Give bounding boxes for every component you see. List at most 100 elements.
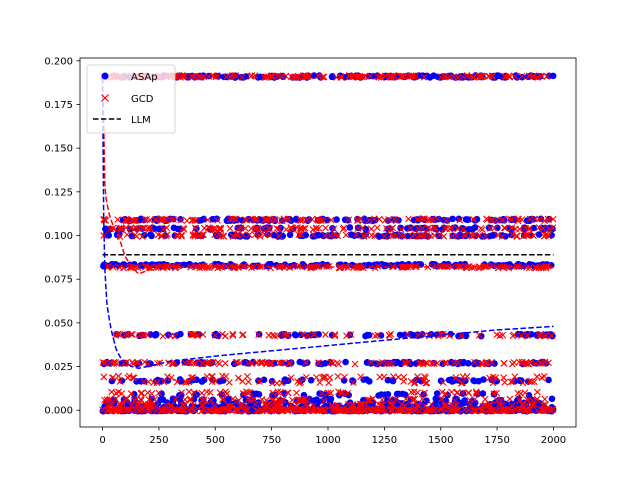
gcd-point — [466, 396, 474, 404]
gcd-point — [189, 232, 197, 239]
gcd-point — [269, 379, 276, 387]
gcd-point — [310, 402, 317, 410]
gcd-point — [433, 215, 441, 223]
gcd-point — [454, 225, 461, 233]
gcd-point — [343, 332, 350, 340]
gcd-point — [302, 373, 310, 381]
gcd-point — [101, 359, 109, 367]
gcd-point — [353, 231, 360, 239]
asap-point — [470, 377, 477, 384]
gcd-point — [421, 402, 429, 410]
gcd-point — [132, 263, 139, 271]
gcd-point — [449, 232, 457, 240]
x-tick-label: 1500 — [428, 435, 453, 446]
gcd-point — [465, 262, 473, 270]
asap-point — [417, 261, 425, 268]
gcd-point — [482, 359, 490, 366]
gcd-point — [285, 215, 292, 223]
gcd-point — [397, 226, 405, 233]
gcd-point — [275, 232, 283, 240]
gcd-point — [524, 360, 532, 368]
gcd-point — [446, 73, 453, 81]
x-tick-label: 1000 — [315, 435, 340, 446]
gcd-point — [402, 395, 410, 403]
gcd-point — [514, 217, 522, 225]
gcd-point — [146, 224, 154, 232]
gcd-point — [208, 378, 216, 386]
gcd-point — [485, 72, 492, 80]
gcd-point — [234, 225, 242, 233]
gcd-point — [388, 407, 396, 415]
gcd-point — [518, 72, 526, 80]
gcd-point — [481, 401, 489, 409]
gcd-point — [317, 406, 324, 414]
gcd-point — [116, 400, 123, 408]
gcd-point — [339, 389, 346, 397]
gcd-point — [131, 231, 139, 239]
gcd-point — [430, 232, 438, 239]
gcd-point — [323, 263, 331, 270]
gcd-point — [478, 73, 486, 80]
gcd-point — [223, 73, 230, 81]
gcd-point — [120, 264, 127, 272]
asap-point — [413, 224, 421, 232]
asap-point — [310, 232, 317, 240]
gcd-point — [295, 231, 303, 239]
gcd-point — [267, 264, 275, 272]
gcd-point — [180, 224, 187, 232]
gcd-point — [392, 396, 400, 403]
gcd-point — [505, 215, 513, 223]
gcd-point — [304, 73, 312, 81]
asap-point — [459, 359, 467, 367]
gcd-point — [387, 231, 395, 239]
gcd-point — [127, 402, 135, 410]
gcd-point — [539, 360, 546, 367]
gcd-point — [158, 215, 166, 223]
asap-point — [525, 392, 533, 399]
gcd-point — [138, 389, 145, 397]
gcd-point — [361, 72, 369, 80]
gcd-point — [448, 224, 455, 232]
gcd-point — [197, 73, 205, 81]
gcd-point — [191, 231, 199, 238]
gcd-point — [505, 264, 513, 272]
gcd-point — [122, 215, 130, 223]
gcd-point — [271, 332, 279, 340]
legend-box — [86, 64, 176, 134]
gcd-point — [397, 232, 405, 240]
legend-label-asap: ASAp — [131, 72, 158, 83]
asap-point — [265, 261, 273, 268]
gcd-point — [154, 231, 162, 239]
gcd-point — [520, 232, 527, 240]
gcd-point — [470, 407, 478, 415]
gcd-point — [210, 72, 217, 80]
gcd-point — [410, 388, 418, 396]
gcd-point — [471, 407, 479, 415]
legend-label-llm: LLM — [131, 115, 151, 126]
gcd-point — [280, 330, 288, 338]
gcd-point — [189, 73, 197, 81]
gcd-point — [541, 395, 549, 403]
gcd-point — [113, 360, 121, 368]
gcd-point — [341, 373, 348, 381]
asap-point — [156, 225, 164, 233]
gcd-point — [513, 233, 521, 240]
gcd-point — [530, 232, 537, 240]
gcd-point — [419, 225, 426, 232]
gcd-point — [215, 224, 223, 232]
y-axis: 0.000 0.025 0.050 0.075 0.100 0.125 0.150 0.175… — [44, 56, 80, 417]
gcd-point — [418, 395, 426, 403]
gcd-point — [179, 406, 187, 414]
asap-point — [170, 224, 178, 232]
gcd-point — [541, 332, 549, 340]
running-mean-line-2 — [101, 78, 554, 370]
gcd-point — [287, 401, 295, 409]
gcd-point — [442, 217, 450, 224]
asap-point — [268, 377, 276, 385]
gcd-point — [533, 388, 541, 396]
gcd-point — [268, 72, 276, 80]
gcd-point — [160, 378, 168, 386]
gcd-point — [223, 262, 230, 270]
legend: ASAp GCD LLM — [86, 64, 176, 134]
gcd-point — [516, 396, 523, 404]
